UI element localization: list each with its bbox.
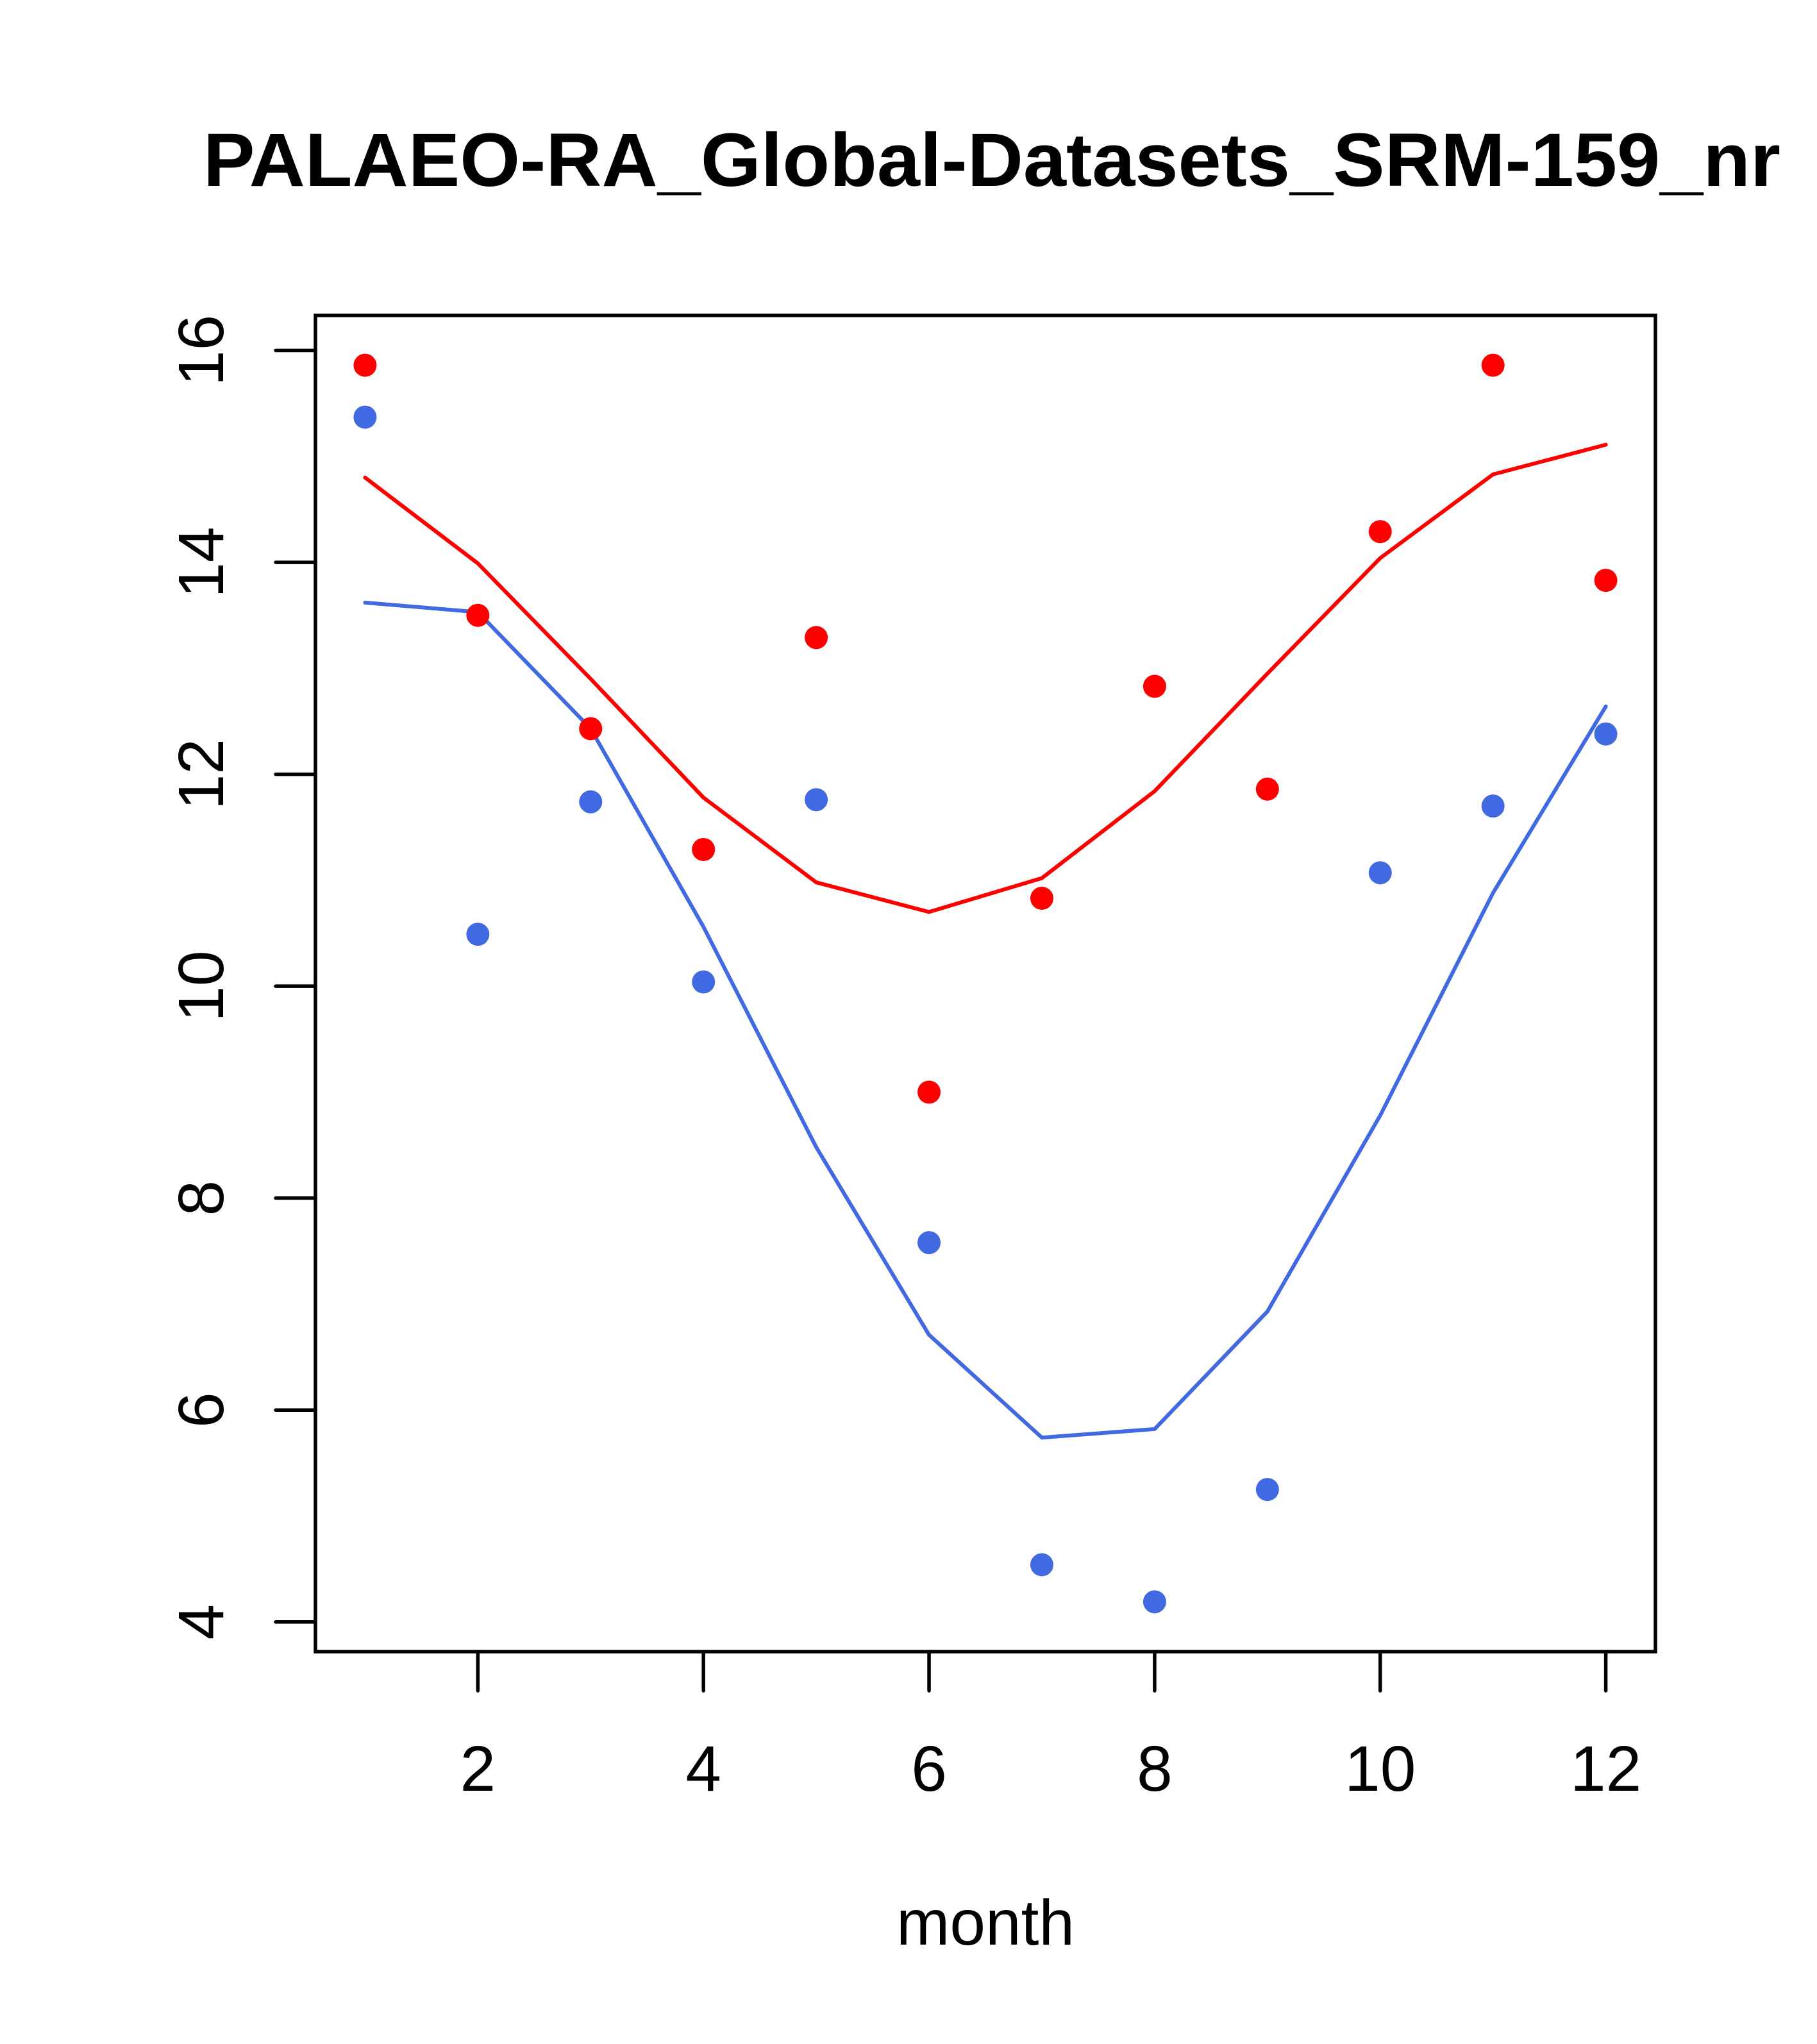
blue-point (805, 788, 828, 812)
y-tick-label: 14 (165, 526, 237, 598)
red-point (1368, 520, 1392, 544)
y-axis: 4 6 8 10 12 14 16 (165, 315, 317, 1640)
blue-point (1030, 1553, 1053, 1577)
blue-point (353, 405, 377, 429)
x-tick-label: 8 (1137, 1733, 1173, 1805)
red-point (917, 1080, 941, 1104)
blue-line (363, 600, 1608, 1440)
red-point (353, 353, 377, 377)
blue-point (1143, 1590, 1166, 1614)
plot-area (314, 314, 1657, 1654)
blue-point (579, 790, 603, 814)
red-point (805, 626, 828, 649)
y-tick-label: 10 (165, 951, 237, 1022)
red-point (579, 717, 603, 741)
x-tick-label: 6 (911, 1733, 947, 1805)
y-tick-label: 6 (165, 1392, 237, 1428)
x-tick-label: 12 (1570, 1733, 1641, 1805)
x-tick-label: 4 (685, 1733, 721, 1805)
y-tick-label: 12 (165, 739, 237, 810)
blue-point (1594, 722, 1618, 746)
chart-title: PALAEO-RA_Global-Datasets_SRM-159_nr (203, 118, 1780, 203)
blue-point (1481, 794, 1505, 818)
red-line (363, 442, 1608, 914)
blue-point (917, 1231, 941, 1255)
red-point (1255, 777, 1279, 801)
red-point (466, 603, 490, 627)
blue-point (1255, 1478, 1279, 1502)
red-point (1481, 353, 1505, 377)
blue-point (692, 970, 716, 994)
y-tick-label: 4 (165, 1604, 237, 1640)
blue-points (353, 405, 1618, 1614)
red-point (692, 837, 716, 861)
y-tick-label: 16 (165, 315, 237, 386)
x-axis-label: month (896, 1887, 1075, 1959)
x-tick-label: 2 (460, 1733, 496, 1805)
x-axis: 2 4 6 8 10 12 (460, 1650, 1641, 1805)
red-point (1143, 674, 1166, 698)
y-tick-label: 8 (165, 1180, 237, 1216)
red-point (1594, 569, 1618, 592)
blue-point (1368, 861, 1392, 885)
red-point (1030, 886, 1053, 910)
x-tick-label: 10 (1344, 1733, 1416, 1805)
red-points (353, 353, 1618, 1104)
plot-frame (314, 314, 1657, 1654)
blue-point (466, 923, 490, 946)
